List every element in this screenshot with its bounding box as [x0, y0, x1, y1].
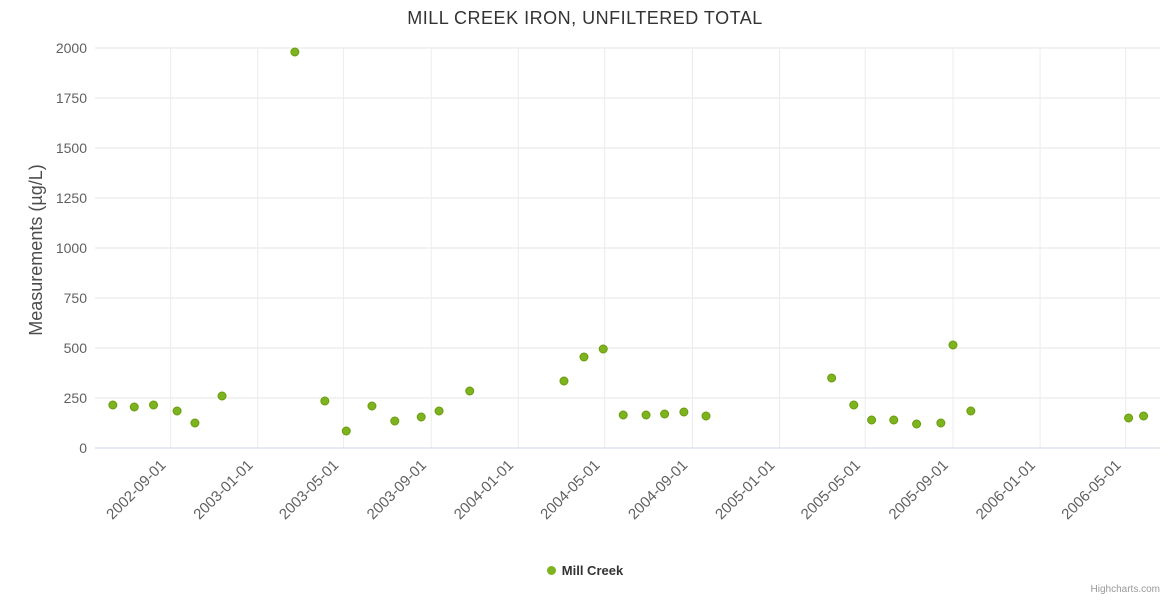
legend-label: Mill Creek	[561, 563, 624, 578]
data-point[interactable]	[341, 426, 351, 436]
data-point[interactable]	[641, 410, 651, 420]
data-point[interactable]	[172, 406, 182, 416]
data-point[interactable]	[367, 401, 377, 411]
data-point[interactable]	[465, 386, 475, 396]
data-point[interactable]	[108, 400, 118, 410]
data-point[interactable]	[149, 400, 159, 410]
data-point[interactable]	[1139, 411, 1149, 421]
y-tick-label: 500	[64, 340, 88, 356]
data-point[interactable]	[559, 376, 569, 386]
x-tick-label: 2006-01-01	[973, 457, 1039, 523]
data-point[interactable]	[416, 412, 426, 422]
data-point[interactable]	[912, 419, 922, 429]
data-point[interactable]	[889, 415, 899, 425]
data-point[interactable]	[579, 352, 589, 362]
data-point[interactable]	[390, 416, 400, 426]
data-point[interactable]	[679, 407, 689, 417]
x-tick-label: 2004-05-01	[537, 457, 603, 523]
x-tick-label: 2006-05-01	[1058, 457, 1124, 523]
y-tick-label: 1000	[56, 240, 87, 256]
data-point[interactable]	[849, 400, 859, 410]
chart-title: MILL CREEK IRON, UNFILTERED TOTAL	[407, 8, 763, 28]
x-tick-label: 2005-05-01	[798, 457, 864, 523]
data-point[interactable]	[217, 391, 227, 401]
legend-item-mill-creek[interactable]: Mill Creek	[546, 563, 624, 578]
data-point[interactable]	[1124, 413, 1134, 423]
legend: Mill Creek	[0, 563, 1170, 578]
x-tick-label: 2004-09-01	[625, 457, 691, 523]
data-point[interactable]	[129, 402, 139, 412]
data-point[interactable]	[660, 409, 670, 419]
x-tick-label: 2003-05-01	[276, 457, 342, 523]
y-tick-label: 2000	[56, 40, 87, 56]
x-tick-label: 2004-01-01	[451, 457, 517, 523]
x-tick-label: 2005-01-01	[712, 457, 778, 523]
data-point[interactable]	[190, 418, 200, 428]
y-tick-label: 250	[64, 390, 88, 406]
x-tick-label: 2003-01-01	[190, 457, 256, 523]
highcharts-credits-link[interactable]: Highcharts.com	[1090, 584, 1160, 595]
x-tick-label: 2002-09-01	[103, 457, 169, 523]
y-tick-label: 1250	[56, 190, 87, 206]
y-tick-label: 1500	[56, 140, 87, 156]
data-point[interactable]	[867, 415, 877, 425]
y-axis-title: Measurements (µg/L)	[26, 164, 46, 336]
y-tick-label: 750	[64, 290, 88, 306]
data-point[interactable]	[948, 340, 958, 350]
data-point[interactable]	[290, 47, 300, 57]
y-tick-label: 0	[79, 440, 87, 456]
x-tick-label: 2003-09-01	[364, 457, 430, 523]
legend-marker-icon	[546, 566, 556, 575]
plot-area: 0 250 500 750 1000 1250 1500 1750 2000 2002-09-01…	[56, 40, 1160, 523]
data-point[interactable]	[434, 406, 444, 416]
data-point[interactable]	[701, 411, 711, 421]
y-tick-label: 1750	[56, 90, 87, 106]
data-point[interactable]	[598, 344, 608, 354]
data-point[interactable]	[320, 396, 330, 406]
data-point[interactable]	[827, 373, 837, 383]
x-tick-label: 2005-09-01	[886, 457, 952, 523]
data-point[interactable]	[936, 418, 946, 428]
data-point[interactable]	[966, 406, 976, 416]
data-point[interactable]	[618, 410, 628, 420]
